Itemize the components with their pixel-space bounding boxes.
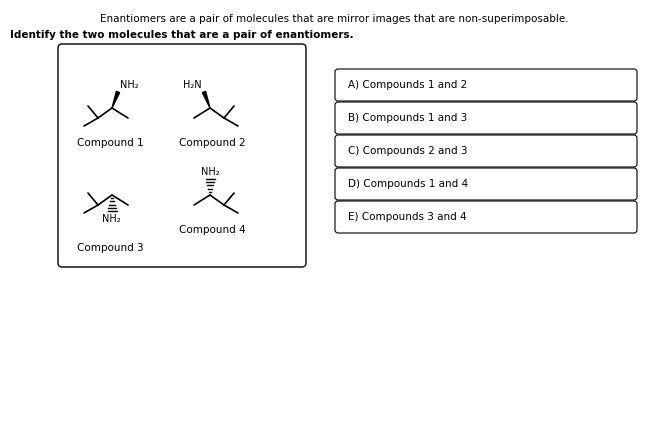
Text: NH₂: NH₂ <box>102 214 120 224</box>
Text: H₂N: H₂N <box>184 80 202 90</box>
Text: A) Compounds 1 and 2: A) Compounds 1 and 2 <box>348 80 467 90</box>
Text: Compound 4: Compound 4 <box>178 225 245 235</box>
FancyBboxPatch shape <box>58 44 306 267</box>
FancyBboxPatch shape <box>335 168 637 200</box>
Text: Identify the two molecules that are a pair of enantiomers.: Identify the two molecules that are a pa… <box>10 30 354 40</box>
Text: Compound 1: Compound 1 <box>77 138 144 148</box>
FancyBboxPatch shape <box>335 135 637 167</box>
FancyBboxPatch shape <box>335 102 637 134</box>
FancyBboxPatch shape <box>335 69 637 101</box>
Text: D) Compounds 1 and 4: D) Compounds 1 and 4 <box>348 179 468 189</box>
Text: E) Compounds 3 and 4: E) Compounds 3 and 4 <box>348 212 467 222</box>
Polygon shape <box>202 91 210 108</box>
Polygon shape <box>112 91 120 108</box>
Text: B) Compounds 1 and 3: B) Compounds 1 and 3 <box>348 113 467 123</box>
Text: Compound 2: Compound 2 <box>178 138 245 148</box>
Text: Compound 3: Compound 3 <box>77 243 144 253</box>
Text: Enantiomers are a pair of molecules that are mirror images that are non-superimp: Enantiomers are a pair of molecules that… <box>100 14 568 24</box>
Text: NH₂: NH₂ <box>120 80 139 90</box>
Text: C) Compounds 2 and 3: C) Compounds 2 and 3 <box>348 146 468 156</box>
FancyBboxPatch shape <box>335 201 637 233</box>
Text: NH₂: NH₂ <box>200 167 219 177</box>
